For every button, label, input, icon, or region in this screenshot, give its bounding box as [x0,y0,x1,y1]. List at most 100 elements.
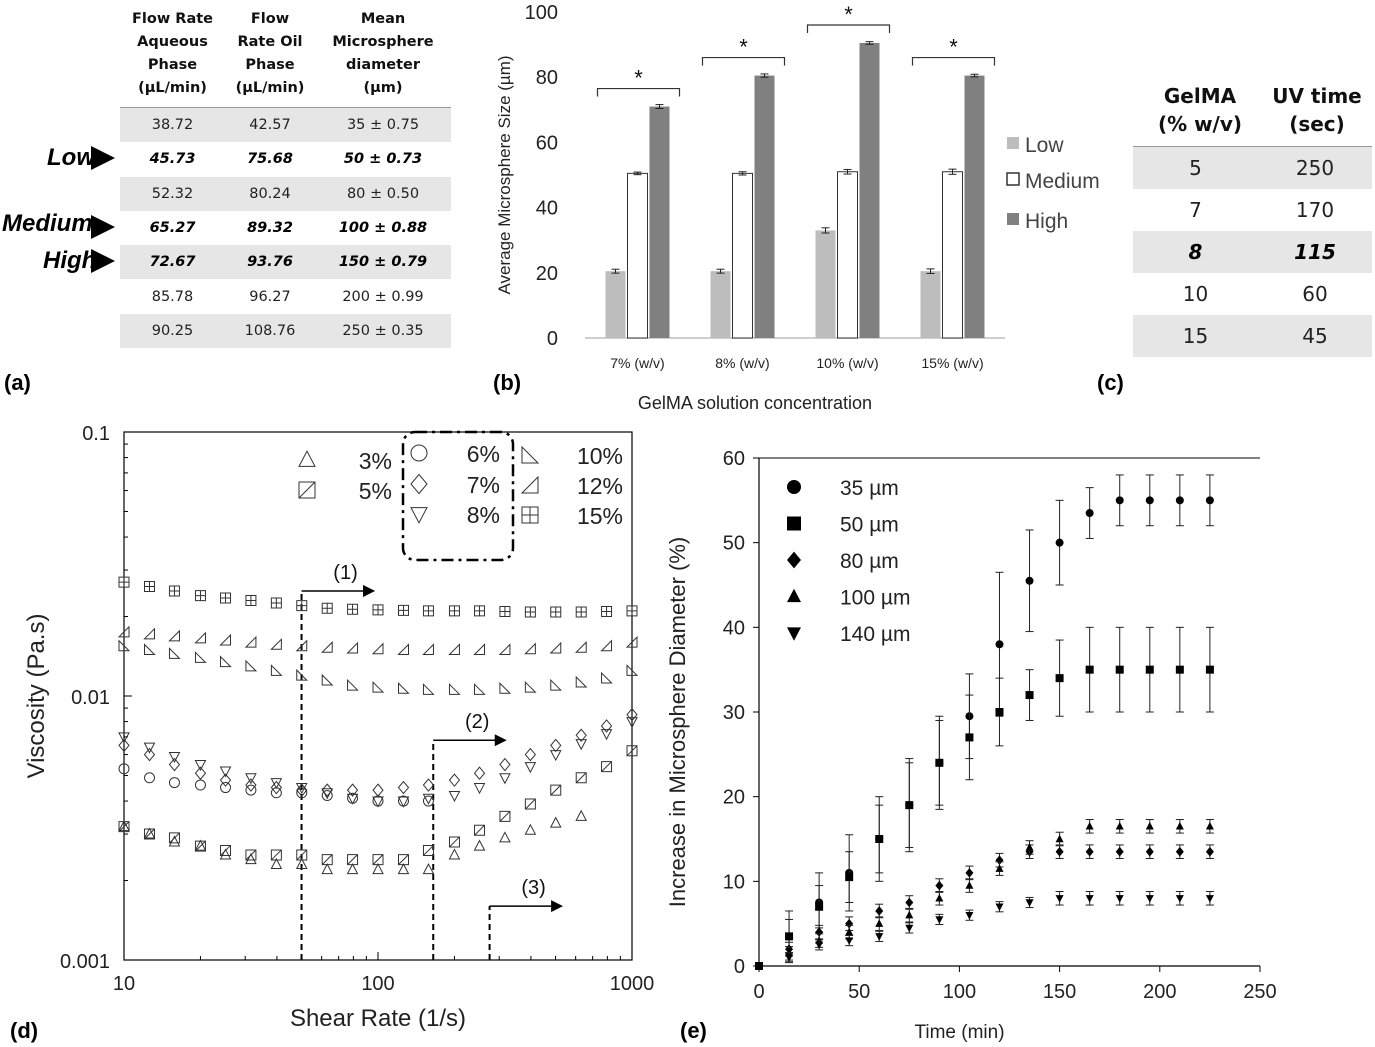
data-point [905,910,914,919]
data-point [321,602,333,614]
bar [649,106,670,338]
x-tick-label: 10 [113,973,135,995]
legend-swatch [1006,172,1020,186]
data-point [219,633,232,646]
data-point [550,738,562,753]
data-point [143,742,156,754]
y-tick-label: 10 [723,871,745,893]
legend-label: 3% [359,448,392,474]
bar [627,172,648,339]
header-line: Flow [250,11,290,27]
data-point [787,588,801,603]
data-point [168,751,181,764]
data-point [995,855,1004,865]
region-label: (3) [521,877,545,899]
table-cell: 250 ± 0.35 [342,322,424,339]
data-point [346,783,359,797]
data-point [1205,665,1214,674]
table-cell: 150 ± 0.79 [338,254,428,271]
data-point [521,506,539,524]
table-row: 5 250 [1133,147,1372,189]
bar [710,271,731,338]
data-point [346,863,359,875]
data-point [245,784,257,796]
panel-label-b: (b) [493,370,522,395]
data-point [845,918,854,929]
table-cell: 93.76 [247,254,293,271]
legend-label: 35 µm [840,477,899,500]
header-line: Mean [360,11,406,27]
data-point [755,962,763,971]
data-point [549,816,562,828]
y-tick-label: 50 [723,533,745,555]
region-label: (1) [333,562,357,584]
data-point [117,625,130,638]
data-point [1175,665,1184,674]
y-tick-label: 40 [536,198,558,220]
x-tick-label: 100 [943,981,976,1003]
significance-bracket [806,24,891,33]
y-tick-label: 0 [547,328,558,350]
region-label: (2) [465,711,489,733]
data-point [219,766,232,778]
data-point [245,853,257,865]
medium-arrow-label: Medium [2,210,93,237]
bar [754,75,775,338]
data-point [499,831,511,843]
table-row: 72.67 93.76 150 ± 0.79 [120,245,451,280]
data-point [168,629,180,642]
data-point [118,763,130,775]
x-tick-label: 150 [1043,981,1076,1003]
data-point [474,683,486,695]
data-point [785,954,794,962]
table-cell: 45.73 [149,151,196,168]
table-cell: 200 ± 0.99 [342,288,424,305]
data-point [194,766,207,780]
table-cell: 5 [1189,156,1202,180]
data-point [1025,691,1034,700]
data-point [995,864,1004,872]
data-point [168,757,181,772]
data-point [473,839,486,851]
header-line: (sec) [1289,112,1345,136]
significance-star: * [634,66,643,91]
x-tick-label: 1000 [610,973,655,995]
data-point [601,605,613,617]
data-point [785,932,794,941]
data-point [422,605,434,617]
data-point [1115,895,1124,903]
legend-label: 7% [467,472,500,498]
data-point [346,793,359,805]
data-point [1055,846,1064,857]
data-point [524,642,536,655]
data-point [1085,821,1094,830]
data-point [1145,665,1154,674]
y-tick-label: 80 [536,67,558,89]
table-cell: 42.57 [249,117,291,133]
header-line: (µL/min) [138,80,207,96]
x-tick-label: 0 [753,981,764,1003]
table-cell: 100 ± 0.88 [338,219,428,236]
data-point [296,849,308,861]
table-cell: 89.32 [247,219,293,236]
data-point [499,605,511,617]
data-point [245,773,257,785]
data-point [422,683,435,695]
significance-bracket [911,56,996,66]
y-tick-label: 100 [525,2,558,24]
legend-label: 80 µm [840,550,899,573]
legend-label: High [1025,210,1068,233]
data-point [372,783,384,797]
data-point [1115,665,1124,674]
data-point [220,782,232,794]
data-point [524,606,536,618]
data-point [626,717,638,729]
data-point [524,762,537,774]
data-point [473,783,486,795]
data-point [422,643,434,656]
data-point [815,927,824,937]
data-point [245,849,257,861]
data-point [521,445,540,464]
panel-label-d: (d) [10,1018,39,1043]
data-point [347,854,359,866]
